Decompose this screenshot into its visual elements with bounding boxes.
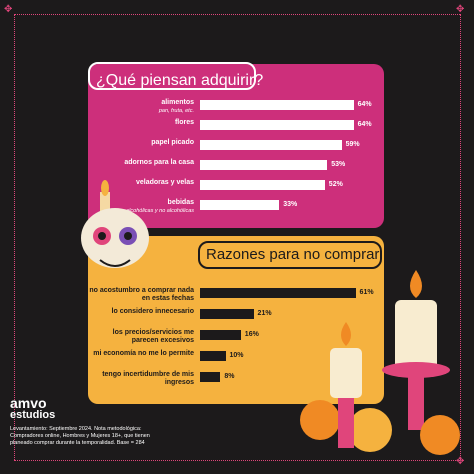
marigold-icon xyxy=(300,400,340,440)
category-sublabel: pan, fruta, etc. xyxy=(158,108,194,114)
purchase-intent-title-box xyxy=(88,62,256,90)
amvo-logo: amvo estudios xyxy=(10,395,56,421)
bar xyxy=(200,288,356,298)
bar xyxy=(200,330,241,340)
category-label: mi economía no me lo permite xyxy=(93,350,194,357)
candles-illustration xyxy=(300,270,460,455)
reasons-title: Razones para no comprar xyxy=(206,246,380,263)
value-label: 8% xyxy=(224,373,235,380)
bar xyxy=(200,140,342,150)
category-sublabel: alcohólicas y no alcohólicas xyxy=(126,208,194,214)
bar xyxy=(200,351,226,361)
category-label: bebidas xyxy=(167,199,194,206)
methodology-note: Levantamiento: Septiembre 2024. Nota met… xyxy=(10,426,150,446)
bar xyxy=(200,100,354,110)
corner-flourish-icon: ✥ xyxy=(4,4,13,15)
value-label: 52% xyxy=(328,181,343,188)
frame-left-line xyxy=(14,14,15,460)
candle-icon xyxy=(100,192,110,214)
marigold-icon xyxy=(348,408,392,452)
bar xyxy=(200,200,280,210)
flame-icon xyxy=(101,180,109,196)
bar xyxy=(200,309,254,319)
value-label: 10% xyxy=(229,352,244,359)
value-label: 64% xyxy=(357,101,372,108)
skull-illustration xyxy=(81,180,149,268)
flame-icon xyxy=(410,270,422,298)
category-label: lo considero innecesario xyxy=(111,308,194,315)
category-label: los precios/servicios me parecen excesiv… xyxy=(112,329,194,344)
flame-icon xyxy=(341,322,351,346)
category-label: flores xyxy=(174,119,194,126)
skull-icon xyxy=(81,208,149,268)
category-label: alimentos xyxy=(161,99,194,106)
value-label: 33% xyxy=(283,201,298,208)
value-label: 59% xyxy=(345,141,360,148)
category-label: no acostumbro a comprar nada en estas fe… xyxy=(89,287,194,302)
value-label: 53% xyxy=(331,161,346,168)
category-label: veladoras y velas xyxy=(136,179,194,186)
category-label: papel picado xyxy=(151,139,194,146)
bar xyxy=(200,160,328,170)
marigold-icon xyxy=(420,415,460,455)
candle-icon xyxy=(330,348,362,398)
reasons-title-box xyxy=(198,241,382,269)
candle-icon xyxy=(395,300,437,370)
frame-right-line xyxy=(460,14,461,460)
category-label: adornos para la casa xyxy=(124,159,194,166)
corner-flourish-icon: ✥ xyxy=(456,4,465,15)
category-label: tengo incertidumbre de mis ingresos xyxy=(102,371,194,386)
frame-top-line xyxy=(14,14,460,15)
value-label: 64% xyxy=(357,121,372,128)
value-label: 21% xyxy=(257,310,272,317)
corner-flourish-icon: ✥ xyxy=(456,456,465,467)
bar xyxy=(200,372,221,382)
bar xyxy=(200,180,325,190)
bar xyxy=(200,120,354,130)
purchase-intent-title: ¿Qué piensan adquirir? xyxy=(96,72,264,89)
value-label: 61% xyxy=(359,289,374,296)
frame-bottom-line xyxy=(14,460,460,461)
value-label: 16% xyxy=(244,331,259,338)
